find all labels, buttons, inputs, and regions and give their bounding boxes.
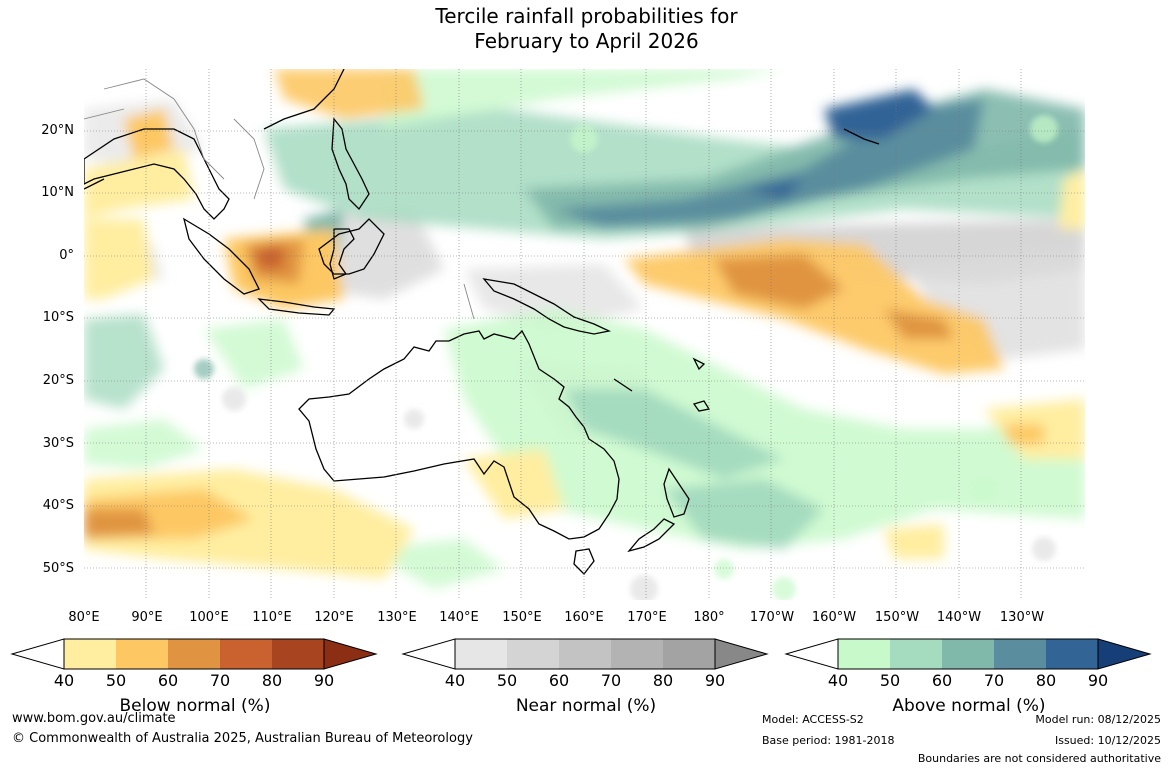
colorbar-above-normal-lower-arrow — [784, 638, 839, 670]
colorbar-below-normal — [10, 638, 378, 670]
lat-label-10s: 10°S — [42, 310, 74, 325]
legend-title-near-normal: Near normal (%) — [515, 696, 657, 716]
below-tick-40: 40 — [53, 671, 75, 690]
above-tick-40: 40 — [827, 671, 849, 690]
near-tick-80: 80 — [652, 671, 674, 690]
title-line-2: February to April 2026 — [474, 29, 699, 53]
lon-label-130e: 130°E — [377, 610, 417, 625]
issued-date: Issued: 10/12/2025 — [1054, 734, 1161, 747]
colorbar-near-normal-segment-3 — [559, 639, 611, 669]
colorbar-below-normal-segment-3 — [168, 639, 220, 669]
map-title: Tercile rainfall probabilities for Febru… — [0, 4, 1173, 54]
lat-label-30s: 30°S — [42, 436, 74, 451]
coastline-china — [263, 69, 345, 130]
lat-label-20n: 20°N — [41, 123, 74, 138]
above-tick-90: 90 — [1087, 671, 1109, 690]
legend-title-below-normal: Below normal (%) — [119, 696, 271, 716]
colorbar-below-normal-segment-4 — [220, 639, 272, 669]
above-tick-60: 60 — [931, 671, 953, 690]
coastline-philippines — [331, 117, 370, 211]
above-tick-50: 50 — [879, 671, 901, 690]
coastline-sulawesi — [329, 228, 355, 280]
below-tick-70: 70 — [209, 671, 231, 690]
lat-label-0: 0° — [59, 248, 74, 263]
below-tick-50: 50 — [105, 671, 127, 690]
colorbar-above-normal-segment-3 — [942, 639, 994, 669]
legend-above-normal: 40 50 60 70 80 90 Above normal (%) — [784, 638, 1154, 718]
lon-label-100e: 100°E — [189, 610, 229, 625]
near-tick-50: 50 — [496, 671, 518, 690]
colorbar-above-normal — [784, 638, 1152, 670]
coastline-new-zealand-north — [663, 467, 690, 518]
coastline-new-guinea — [482, 278, 612, 335]
lat-label-10n: 10°N — [41, 185, 74, 200]
colorbar-near-normal-upper-arrow — [714, 638, 769, 670]
lon-label-140w: 140°W — [936, 610, 982, 625]
above-tick-80: 80 — [1035, 671, 1057, 690]
above-tick-70: 70 — [983, 671, 1005, 690]
colorbar-near-normal-segment-2 — [507, 639, 559, 669]
near-tick-70: 70 — [600, 671, 622, 690]
below-tick-90: 90 — [313, 671, 335, 690]
colorbar-above-normal-segment-4 — [994, 639, 1046, 669]
coastline-borneo — [318, 218, 385, 275]
coastline-java — [257, 298, 336, 316]
colorbar-near-normal-segment-5 — [663, 639, 715, 669]
rainfall-probability-map — [84, 69, 1085, 600]
lat-label-40s: 40°S — [42, 498, 74, 513]
below-tick-60: 60 — [157, 671, 179, 690]
coastline-australia — [298, 329, 620, 540]
lon-label-130w: 130°W — [999, 610, 1045, 625]
colorbar-near-normal-segment-1 — [455, 639, 507, 669]
title-line-1: Tercile rainfall probabilities for — [435, 4, 738, 28]
colorbar-above-normal-upper-arrow — [1097, 638, 1152, 670]
model-name: Model: ACCESS-S2 — [762, 713, 864, 726]
coastline-new-zealand-south — [627, 518, 676, 553]
lon-label-150w: 150°W — [874, 610, 920, 625]
lon-label-160e: 160°E — [564, 610, 604, 625]
lon-label-170e: 170°E — [627, 610, 667, 625]
colorbar-near-normal-segment-4 — [611, 639, 663, 669]
near-tick-40: 40 — [444, 671, 466, 690]
lon-label-90e: 90°E — [131, 610, 163, 625]
copyright-notice: © Commonwealth of Australia 2025, Austra… — [12, 731, 473, 746]
lon-label-180: 180° — [693, 610, 725, 625]
lon-label-120e: 120°E — [314, 610, 354, 625]
lat-label-50s: 50°S — [42, 561, 74, 576]
political-boundaries — [84, 78, 475, 320]
colorbar-above-normal-segment-5 — [1046, 639, 1098, 669]
coastline-tasmania — [573, 548, 595, 575]
colorbar-below-normal-lower-arrow — [10, 638, 65, 670]
map-canvas — [84, 69, 1085, 600]
coastline-sumatra — [182, 217, 260, 295]
below-tick-80: 80 — [261, 671, 283, 690]
lon-label-160w: 160°W — [811, 610, 857, 625]
boundaries-disclaimer: Boundaries are not considered authoritat… — [917, 752, 1161, 765]
probability-shading — [84, 69, 1085, 589]
base-period: Base period: 1981-2018 — [762, 734, 895, 747]
colorbar-near-normal-lower-arrow — [401, 638, 456, 670]
near-tick-60: 60 — [548, 671, 570, 690]
lat-label-20s: 20°S — [42, 373, 74, 388]
lon-label-140e: 140°E — [439, 610, 479, 625]
colorbar-below-normal-segment-1 — [64, 639, 116, 669]
colorbar-below-normal-segment-5 — [272, 639, 324, 669]
legend-below-normal: 40 50 60 70 80 90 Below normal (%) — [10, 638, 380, 718]
colorbar-above-normal-segment-2 — [890, 639, 942, 669]
near-tick-90: 90 — [704, 671, 726, 690]
legend-near-normal: 40 50 60 70 80 90 Near normal (%) — [401, 638, 771, 718]
lon-label-150e: 150°E — [502, 610, 542, 625]
colorbar-below-normal-upper-arrow — [323, 638, 378, 670]
model-run-date: Model run: 08/12/2025 — [1035, 713, 1161, 726]
lon-label-80e: 80°E — [68, 610, 100, 625]
colorbar-near-normal — [401, 638, 769, 670]
colorbar-above-normal-segment-1 — [838, 639, 890, 669]
legend-title-above-normal: Above normal (%) — [892, 696, 1046, 716]
lon-label-110e: 110°E — [252, 610, 292, 625]
graticule — [84, 69, 1085, 600]
lon-label-170w: 170°W — [749, 610, 795, 625]
colorbar-below-normal-segment-2 — [116, 639, 168, 669]
website-link[interactable]: www.bom.gov.au/climate — [12, 711, 176, 726]
